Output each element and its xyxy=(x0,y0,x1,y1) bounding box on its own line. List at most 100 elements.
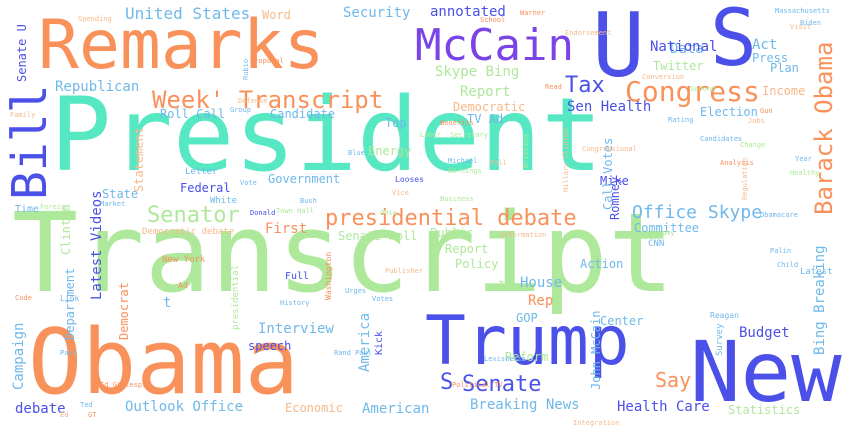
word: Democrat xyxy=(117,282,131,340)
word: Reagan xyxy=(710,311,739,320)
word: Vice xyxy=(392,189,409,197)
word: Poll xyxy=(490,159,507,167)
word: TV Ad xyxy=(467,112,504,126)
word: Trump xyxy=(425,302,630,381)
word: America xyxy=(357,312,373,372)
word: Twitter xyxy=(653,59,704,73)
word: White xyxy=(210,196,238,206)
word: Votes xyxy=(372,295,394,303)
word: Michael xyxy=(448,157,478,165)
word: Report xyxy=(445,242,489,256)
word: Integration xyxy=(573,419,620,427)
word: Tax xyxy=(565,73,605,98)
word: CNN xyxy=(648,239,665,249)
word: GT xyxy=(88,411,97,419)
word: Ted xyxy=(80,401,93,409)
word: Code xyxy=(15,294,32,302)
word: Defense xyxy=(238,97,268,105)
word: Jobs xyxy=(748,117,765,125)
word: Labor xyxy=(420,131,442,139)
word: President xyxy=(50,76,603,195)
word: Election xyxy=(700,105,758,119)
word: Transcript xyxy=(12,189,675,317)
word: Say xyxy=(655,368,692,392)
word: Proposal xyxy=(250,57,284,65)
word: Analysis xyxy=(720,159,754,167)
word: Link xyxy=(60,294,80,303)
word: Senate Roll xyxy=(338,229,418,243)
word: Campaign xyxy=(11,322,27,390)
word: Washington xyxy=(324,251,333,300)
word: Candidate xyxy=(270,107,336,121)
word: Democratic xyxy=(453,100,526,114)
word: Report xyxy=(460,84,511,100)
word: Committee xyxy=(634,221,700,235)
word: Market xyxy=(100,200,126,208)
word: Plan xyxy=(770,61,799,75)
word: Outlook Office xyxy=(125,399,244,415)
word: House xyxy=(520,275,563,291)
word: Secretary xyxy=(450,131,488,139)
word: Republican xyxy=(55,79,140,95)
word: Senate xyxy=(462,372,542,397)
word: Income xyxy=(762,84,806,98)
word: United States xyxy=(125,4,251,23)
word: Skype Bing xyxy=(435,64,520,80)
word: Breaking News xyxy=(470,397,580,413)
word: Conversion xyxy=(642,73,685,81)
word: New xyxy=(690,323,842,421)
word: Department xyxy=(63,267,77,340)
word: Full xyxy=(285,271,310,282)
word: McCain xyxy=(415,20,574,71)
word: Palin xyxy=(770,247,792,255)
word: Budget xyxy=(739,325,790,341)
word: Hillary Clinton xyxy=(562,128,570,192)
word: Word xyxy=(262,8,291,22)
word: Sen Health xyxy=(567,99,652,115)
word: debate xyxy=(15,401,66,417)
word: Survey xyxy=(715,323,725,356)
word: Briefing xyxy=(522,134,530,168)
word: Congressional xyxy=(582,145,637,153)
word: Health Care xyxy=(617,399,710,415)
word: Benefits xyxy=(440,119,474,127)
word: Policy xyxy=(455,257,499,271)
word: Public xyxy=(430,226,474,240)
word: Town Hall xyxy=(276,207,314,215)
word: economy xyxy=(645,229,675,237)
word: Ad xyxy=(178,281,188,290)
word: American xyxy=(362,401,430,417)
word: Family xyxy=(10,111,36,119)
word: First xyxy=(265,221,308,237)
word: Time xyxy=(15,204,40,215)
word: National xyxy=(650,39,718,55)
word: Child xyxy=(777,261,799,269)
word: Week' Transcript xyxy=(152,86,384,114)
word: Interview xyxy=(258,321,334,337)
word: GOP xyxy=(516,311,538,325)
word: Healthy xyxy=(790,169,820,177)
word: Group xyxy=(230,106,252,114)
word: Earnings xyxy=(448,167,482,175)
word: Reform xyxy=(505,350,549,364)
word: Roll Call xyxy=(160,107,226,121)
word: Paul xyxy=(60,349,77,357)
word: Publisher xyxy=(385,267,423,275)
word: Kick xyxy=(374,330,385,355)
word: Rand Paul xyxy=(334,349,372,357)
word: S xyxy=(710,0,757,84)
word: History xyxy=(280,299,310,307)
word: Lexisnexis xyxy=(484,355,527,363)
word: Information xyxy=(500,231,547,239)
word: Statistics xyxy=(728,403,801,417)
word: Biden xyxy=(800,19,822,27)
word: Warner xyxy=(520,9,546,17)
word: Act xyxy=(752,37,778,53)
word: Vote xyxy=(240,179,257,187)
word: Read xyxy=(545,83,562,91)
word: Data xyxy=(670,41,704,57)
word: Congress xyxy=(625,75,760,108)
word: Spending xyxy=(78,15,112,23)
word: Donald xyxy=(250,209,276,217)
word: Gun xyxy=(760,107,773,115)
